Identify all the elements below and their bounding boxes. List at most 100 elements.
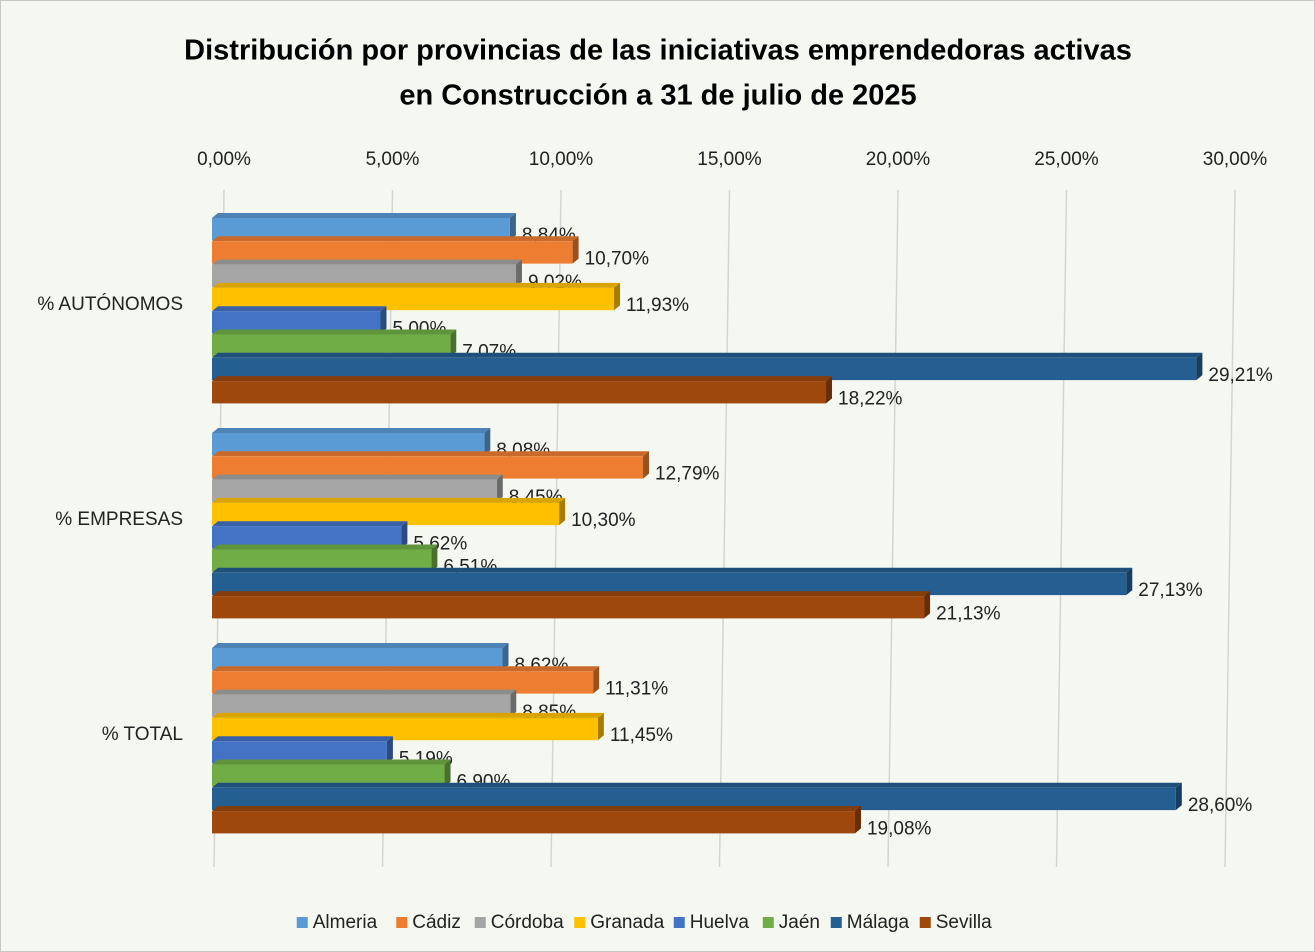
grid-line	[1055, 189, 1068, 868]
bar-top	[212, 306, 387, 312]
bar	[212, 811, 855, 834]
data-label: 11,31%	[605, 678, 668, 699]
bar	[212, 456, 644, 479]
bar	[212, 433, 485, 456]
legend-swatch	[762, 917, 774, 928]
data-label: 28,60%	[1188, 795, 1253, 816]
category-label: % EMPRESAS	[55, 509, 183, 530]
legend-label: Almeria	[313, 912, 378, 933]
legend-label: Sevilla	[936, 912, 992, 933]
bar-top	[212, 428, 491, 433]
bar-side	[593, 666, 600, 694]
legend-swatch	[296, 917, 308, 928]
bar-side	[401, 521, 408, 549]
x-tick-label: 15,00%	[697, 149, 762, 170]
data-label: 27,13%	[1138, 580, 1203, 601]
data-label: 21,13%	[936, 603, 1001, 624]
bar-top	[212, 782, 1182, 788]
bar-side	[510, 689, 517, 717]
bar	[212, 741, 387, 764]
bar-side	[484, 428, 491, 456]
bar	[212, 334, 451, 357]
bar	[212, 218, 510, 241]
bar-top	[212, 213, 516, 218]
bar-top	[212, 521, 408, 527]
bar-side	[444, 759, 451, 787]
bar-side	[572, 236, 579, 264]
bar-side	[614, 282, 621, 311]
bar-top	[212, 497, 566, 503]
bar-side	[509, 213, 516, 241]
grid-line	[718, 189, 731, 868]
bar-side	[826, 376, 833, 404]
bar-side	[854, 806, 861, 834]
bar	[212, 502, 560, 526]
x-tick-label: 5,00%	[366, 149, 420, 170]
bar-top	[212, 712, 604, 718]
bar-top	[212, 352, 1203, 358]
bar-side	[502, 643, 509, 671]
data-label: 12,79%	[655, 463, 720, 484]
category-label: % AUTÓNOMOS	[37, 293, 183, 315]
bar	[212, 596, 925, 619]
bar	[212, 526, 402, 549]
bar-top	[212, 643, 509, 648]
grid-line	[887, 189, 899, 868]
bar-top	[212, 451, 650, 457]
bar	[212, 264, 516, 287]
bar-side	[1126, 567, 1133, 596]
bar-side	[924, 591, 931, 619]
legend-swatch	[574, 917, 586, 928]
bar-top	[212, 567, 1133, 573]
data-label: 11,45%	[610, 725, 673, 746]
data-label: 18,22%	[838, 388, 903, 409]
data-label: 10,70%	[585, 248, 650, 269]
bar	[212, 287, 615, 311]
legend-swatch	[830, 917, 842, 928]
legend-swatch	[673, 917, 685, 928]
data-label: 19,08%	[867, 818, 932, 839]
bar-top	[212, 236, 579, 242]
bar-top	[212, 591, 931, 597]
data-label: 29,21%	[1208, 365, 1273, 386]
bar-side	[431, 544, 438, 572]
bar-side	[597, 712, 604, 741]
bar	[212, 479, 497, 502]
data-label: 10,30%	[571, 510, 636, 531]
bar-side	[496, 474, 503, 502]
legend-label: Cádiz	[412, 912, 461, 933]
chart-title: en Construcción a 31 de julio de 2025	[399, 80, 916, 112]
bar	[212, 671, 594, 694]
bar-top	[212, 759, 451, 765]
bar-top	[212, 806, 861, 812]
bar-side	[1196, 352, 1203, 381]
bar-side	[380, 306, 387, 334]
data-label: 11,93%	[626, 295, 689, 316]
bar-side	[515, 259, 522, 287]
bar	[212, 572, 1127, 596]
grid-line	[1224, 189, 1236, 868]
legend-label: Córdoba	[491, 912, 564, 933]
x-tick-label: 30,00%	[1203, 149, 1268, 170]
bar-top	[212, 689, 517, 695]
bar-top	[212, 544, 438, 550]
bar	[212, 764, 445, 787]
bar-top	[212, 259, 522, 265]
bar-side	[450, 329, 457, 357]
legend-label: Málaga	[847, 912, 910, 933]
x-tick-label: 10,00%	[529, 149, 594, 170]
bar-top	[212, 666, 600, 672]
bar-side	[1175, 782, 1182, 811]
bar	[212, 717, 598, 741]
legend-label: Granada	[590, 912, 664, 933]
bar-top	[212, 474, 503, 480]
legend-swatch	[919, 917, 931, 928]
bar-top	[212, 329, 457, 335]
x-tick-label: 25,00%	[1034, 149, 1099, 170]
legend-label: Huelva	[690, 912, 750, 933]
x-tick-label: 0,00%	[197, 149, 251, 170]
bar	[212, 381, 827, 404]
bar-top	[212, 736, 393, 742]
legend-swatch	[474, 917, 486, 928]
